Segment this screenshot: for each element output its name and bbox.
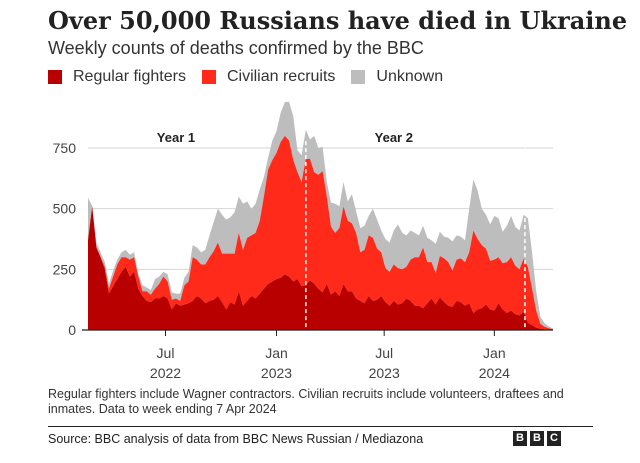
x-tick-label-month: Jan	[265, 345, 288, 361]
y-tick-label: 750	[53, 140, 77, 156]
legend-item-unknown: Unknown	[351, 68, 443, 86]
legend-label-civilian: Civilian recruits	[226, 68, 336, 85]
y-tick-label: 0	[68, 322, 76, 338]
legend-swatch-unknown	[351, 70, 366, 84]
x-tick-label-year: 2023	[261, 365, 292, 381]
legend-label-regular: Regular fighters	[73, 68, 186, 85]
year-annotation: Year 2	[375, 130, 413, 145]
legend-swatch-civilian	[201, 70, 216, 84]
area-regular-fighters	[88, 206, 553, 330]
legend-item-regular: Regular fighters	[48, 68, 186, 86]
x-tick-label-month: Jul	[157, 345, 175, 361]
legend-swatch-regular	[48, 70, 62, 84]
year-annotation: Year 1	[157, 130, 195, 145]
chart-title: Over 50,000 Russians have died in Ukrain…	[48, 6, 628, 35]
area-civilian-recruits	[88, 135, 553, 330]
y-tick-label: 250	[53, 261, 77, 277]
bbc-logo: B B C	[513, 431, 561, 446]
legend-label-unknown: Unknown	[376, 68, 444, 85]
x-tick-label-month: Jan	[483, 345, 506, 361]
footer-divider	[48, 426, 593, 427]
x-tick-label-year: 2023	[369, 365, 400, 381]
legend-item-civilian: Civilian recruits	[201, 68, 336, 86]
source-credit: Source: BBC analysis of data from BBC Ne…	[48, 432, 424, 446]
legend: Regular fighters Civilian recruits Unkno…	[48, 66, 459, 88]
bbc-logo-letter: B	[513, 431, 527, 446]
x-tick-label-month: Jul	[375, 345, 393, 361]
x-tick-label-year: 2024	[479, 365, 510, 381]
bbc-logo-letter: B	[530, 431, 544, 446]
chart-note: Regular fighters include Wagner contract…	[48, 387, 564, 416]
x-tick-label-year: 2022	[150, 365, 181, 381]
chart-subtitle: Weekly counts of deaths confirmed by the…	[48, 38, 424, 58]
bbc-logo-letter: C	[547, 431, 561, 446]
y-tick-label: 500	[53, 201, 77, 217]
